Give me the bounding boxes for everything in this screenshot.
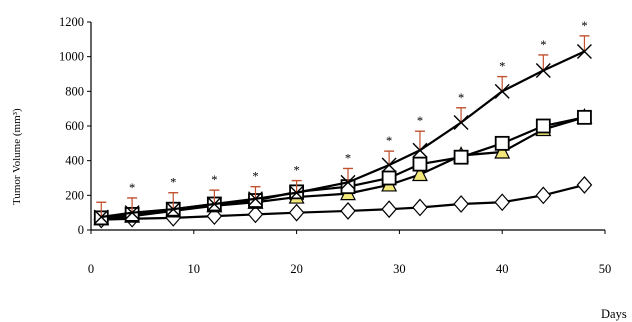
data-point: [494, 135, 510, 151]
y-tick-labels: 0 200 400 600 800 1000 1200: [59, 15, 84, 237]
significance-star: *: [252, 170, 258, 184]
data-point: [494, 142, 511, 159]
x-tick-label: 0: [88, 262, 94, 276]
y-tick-label: 600: [65, 119, 84, 133]
data-point: [453, 195, 469, 213]
series-layer: [93, 35, 593, 229]
significance-star: *: [211, 173, 217, 187]
x-tick-label: 30: [393, 262, 406, 276]
significance-star: *: [581, 19, 587, 33]
data-point: [494, 193, 510, 212]
data-point: [494, 83, 510, 99]
significance-star: *: [170, 176, 176, 190]
significance-star: *: [129, 181, 135, 195]
significance-star: *: [540, 38, 546, 52]
data-point: [412, 156, 428, 172]
data-point: [165, 201, 181, 217]
y-tick-label: 200: [65, 188, 84, 202]
error-bar: [384, 150, 395, 165]
significance-markers: * * * * * * * * * * * *: [129, 19, 588, 195]
data-point: [340, 202, 356, 220]
error-bar: [456, 107, 467, 123]
y-tick-label: 0: [78, 223, 84, 237]
error-bar: [96, 201, 107, 217]
series-square: [93, 109, 592, 226]
series-x: [93, 35, 592, 225]
error-bar: [250, 185, 261, 199]
error-bar: [497, 75, 508, 92]
significance-star: *: [345, 151, 351, 165]
data-point: [206, 196, 222, 212]
y-axis-label: Tumor Volume (mm³): [11, 108, 23, 205]
data-point: [381, 170, 397, 186]
data-point: [412, 198, 428, 217]
x-tick-label: 50: [599, 262, 612, 276]
x-tick-labels: 0 10 20 30 40 50: [88, 262, 611, 276]
data-point: [535, 63, 551, 79]
data-point: [381, 200, 397, 219]
data-point: [453, 115, 469, 131]
data-point: [381, 157, 397, 173]
x-tick-label: 10: [188, 262, 201, 276]
error-bar: [343, 167, 353, 183]
error-bar: [291, 179, 302, 193]
y-tick-label: 400: [65, 154, 84, 168]
data-point: [412, 142, 428, 158]
data-point: [124, 205, 140, 221]
error-bar: [127, 197, 138, 213]
significance-star: *: [499, 60, 505, 74]
y-tick-label: 800: [65, 84, 84, 98]
data-point: [93, 209, 109, 225]
error-bar: [579, 35, 590, 52]
axes: [87, 21, 606, 234]
data-point: [453, 149, 469, 165]
data-point: [340, 174, 356, 190]
data-point: [289, 185, 305, 201]
error-bar: [538, 54, 549, 71]
significance-star: *: [417, 114, 423, 128]
x-tick-label: 40: [496, 262, 509, 276]
data-point: [247, 205, 264, 224]
y-tick-label: 1000: [59, 50, 84, 64]
error-bar: [414, 130, 425, 151]
significance-star: *: [458, 91, 464, 105]
data-point: [535, 118, 551, 134]
data-point: [288, 203, 305, 222]
data-point: [576, 176, 593, 194]
significance-star: *: [293, 164, 299, 178]
data-point: [535, 186, 552, 205]
error-bar: [168, 192, 179, 210]
x-axis-label: Days: [601, 307, 627, 321]
data-point: [247, 191, 263, 207]
significance-star: *: [386, 134, 392, 148]
data-point: [577, 109, 592, 125]
data-point: [411, 165, 428, 182]
error-bar: [209, 189, 220, 204]
y-tick-label: 1200: [59, 15, 84, 29]
x-tick-label: 20: [290, 262, 303, 276]
data-point: [576, 43, 592, 59]
